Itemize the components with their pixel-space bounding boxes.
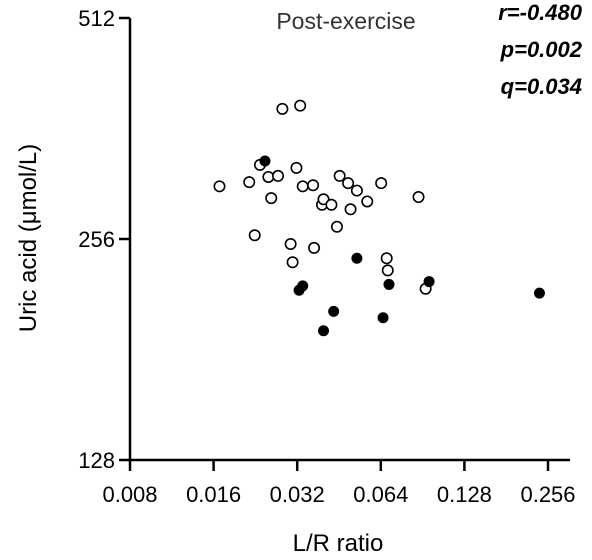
data-point-filled: [328, 305, 340, 317]
data-point-open: [412, 191, 425, 204]
data-point-open: [296, 180, 309, 193]
y-axis-ticks: 128 256 512: [78, 6, 130, 473]
data-point-open: [350, 184, 363, 197]
data-point-open: [294, 99, 307, 112]
data-point-open: [286, 256, 299, 269]
data-point-open: [380, 252, 393, 265]
data-point-open: [262, 170, 275, 183]
x-tick-label: 0.008: [102, 482, 157, 507]
data-point-open: [333, 169, 346, 182]
y-axis-title: Uric acid (μmol/L): [15, 144, 42, 333]
data-point-open: [248, 229, 261, 242]
x-tick-label: 0.032: [270, 482, 325, 507]
stat-r: r=-0.480: [498, 0, 583, 25]
data-point-filled: [423, 276, 435, 288]
data-point-open: [330, 220, 343, 233]
y-tick-label: 128: [78, 448, 115, 473]
data-point-open: [284, 238, 297, 251]
x-axis-title: L/R ratio: [293, 530, 384, 557]
data-point-open: [265, 192, 278, 205]
data-point-open: [361, 195, 374, 208]
data-point-open: [276, 102, 289, 115]
data-point-open: [243, 176, 256, 189]
data-point-open: [272, 169, 285, 182]
data-point-filled: [259, 155, 271, 167]
data-point-filled: [297, 280, 309, 292]
stat-p: p=0.002: [500, 37, 583, 62]
data-point-open: [307, 179, 320, 192]
x-tick-label: 0.064: [353, 482, 408, 507]
x-tick-label: 0.256: [520, 482, 575, 507]
data-point-filled: [383, 278, 395, 290]
data-point-open: [325, 198, 338, 211]
data-point-open: [344, 203, 357, 216]
y-tick-label: 256: [78, 227, 115, 252]
data-point-filled: [351, 252, 363, 264]
x-tick-label: 0.016: [186, 482, 241, 507]
stat-q: q=0.034: [501, 74, 582, 99]
data-points: [213, 99, 545, 337]
data-point-open: [290, 161, 303, 174]
data-point-open: [317, 193, 330, 206]
data-point-open: [375, 177, 388, 190]
data-point-filled: [377, 312, 389, 324]
data-point-open: [381, 264, 394, 277]
data-point-filled: [533, 287, 545, 299]
x-axis-ticks: 0.008 0.016 0.032 0.064 0.128 0.256: [102, 460, 576, 507]
data-point-filled: [318, 325, 330, 337]
data-point-open: [342, 177, 355, 190]
data-point-open: [308, 241, 321, 254]
y-tick-label: 512: [78, 6, 115, 31]
x-tick-label: 0.128: [437, 482, 492, 507]
chart-title: Post-exercise: [276, 8, 415, 34]
data-point-open: [213, 180, 226, 193]
